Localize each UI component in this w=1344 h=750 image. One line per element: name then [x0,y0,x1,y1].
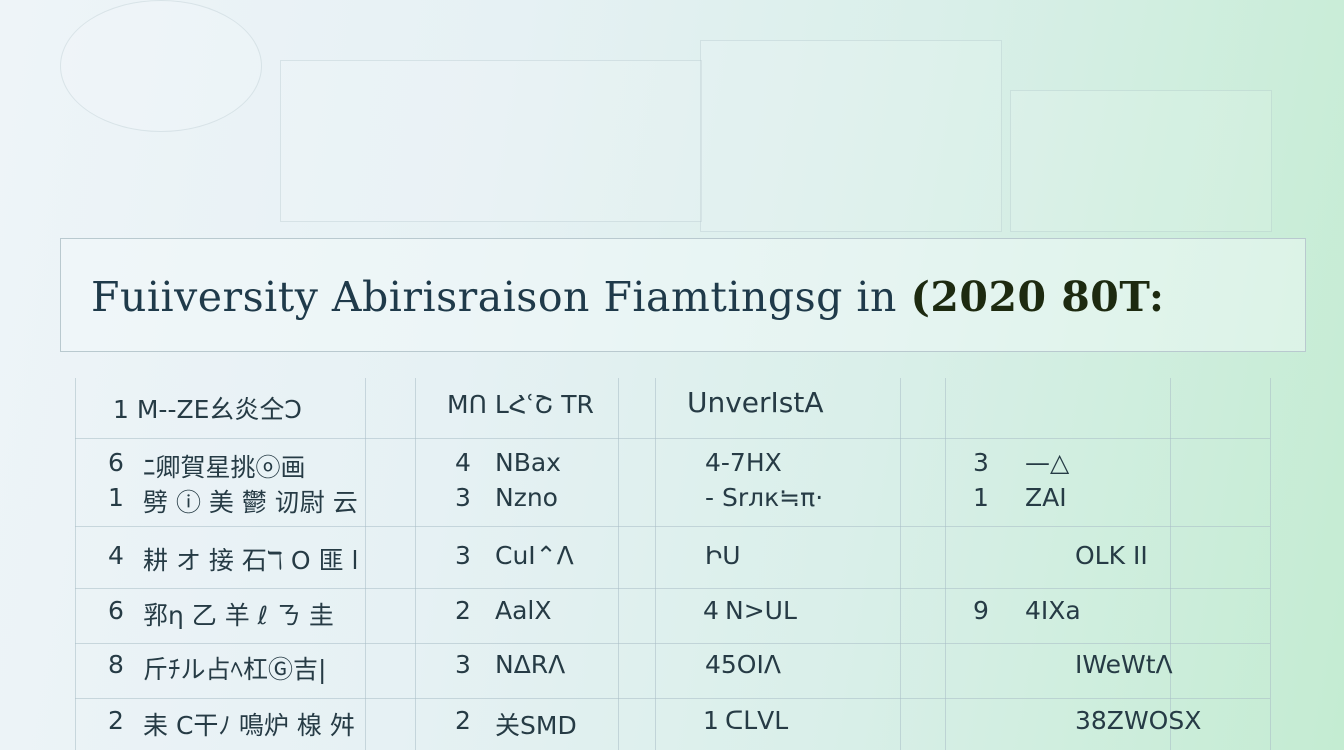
row-5-col-1-name: 斤ﾁル占ﾍ杠Ⓖ吉| [143,655,327,684]
row-4-col-1-name: 郛ƞ 乙 羊 ℓ ㄋ 圭 [143,601,334,630]
row-6-col-2-rank: 2 [455,706,471,735]
row-5-col-4-name: IWeWtΛ [1075,650,1173,679]
row-1-col-1-rank: 6 [108,448,124,477]
row-5-col-1-rank: 8 [108,650,124,679]
header-col-3: UnverIstA [687,386,824,419]
row-6-col-3-rank: 1 [703,706,719,735]
row-6-col-4-name: 38ZWOSX [1075,706,1202,735]
title-year: (2020 80T: [910,273,1165,321]
row-1-col-4-rank: 3 [973,448,989,477]
row-2-col-2-rank: 3 [455,483,471,512]
row-3-col-1-rank: 4 [108,541,124,570]
row-3-col-2-rank: 3 [455,541,471,570]
background-circle [60,0,262,132]
header-col-2: MՈ LՀՙՇ TR [447,390,594,419]
row-4-col-3-name: N>UL [725,596,797,625]
row-6-col-1-name: 耒 C干ﾉ 鳴炉 楾 舛 [143,711,355,740]
row-2-col-2-name: Nzno [495,483,558,512]
row-4-col-2-name: AalX [495,596,552,625]
row-6-col-3-name: ᑕᒪVL [725,706,789,735]
row-1-col-1-name: ﾆ卿賀星挑ⓞ画 [143,453,306,482]
row-1-col-2-rank: 4 [455,448,471,477]
row-6-col-2-name: 关SMD [495,711,577,740]
row-1-col-3-name: 4-7HX [705,448,782,477]
row-4-col-3-rank: 4 [703,596,719,625]
row-5-col-2-rank: 3 [455,650,471,679]
row-3-col-4-name: OLK II [1075,541,1148,570]
row-5-col-3-name: 45OIΛ [705,650,781,679]
row-2-col-4-rank: 1 [973,483,989,512]
row-3-col-2-name: CuI⌃Λ [495,541,574,570]
row-6-col-1-rank: 2 [108,706,124,735]
row-2-col-1-rank: 1 [108,483,124,512]
rankings-table: 1 M--ZE幺炎仝Ↄ MՈ LՀՙՇ TR UnverIstA 6 ﾆ卿賀星挑ⓞ… [75,378,1271,750]
row-4-col-1-rank: 6 [108,596,124,625]
page-title: Fuiiversity Abirisraison Fiamtingsg in (… [91,273,1165,321]
header-col-1: 1 M--ZE幺炎仝Ↄ [113,395,302,424]
row-1-col-4-name: —△ [1025,448,1070,477]
row-3-col-1-name: 耕 オ 接 石ℸ O 匪 l [143,546,359,575]
background-building [700,40,1002,232]
background-building [280,60,702,222]
row-3-col-3-name: ԻU [705,541,741,570]
row-5-col-2-name: NΔRΛ [495,650,566,679]
row-4-col-2-rank: 2 [455,596,471,625]
row-2-col-3-name: - Srлк≒π· [705,483,824,512]
title-box: Fuiiversity Abirisraison Fiamtingsg in (… [60,238,1306,352]
row-2-col-4-name: ZAI [1025,483,1067,512]
title-text: Fuiiversity Abirisraison Fiamtingsg in [91,273,897,321]
row-1-col-2-name: NBax [495,448,561,477]
row-2-col-1-name: 劈 ⓘ 美 鬱 讱尉 云 [143,488,358,517]
row-4-col-4-name: 4IXa [1025,596,1081,625]
background-building [1010,90,1272,232]
row-4-col-4-rank: 9 [973,596,989,625]
